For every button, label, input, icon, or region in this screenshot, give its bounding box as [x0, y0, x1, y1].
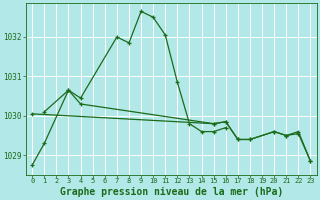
X-axis label: Graphe pression niveau de la mer (hPa): Graphe pression niveau de la mer (hPa) [60, 186, 283, 197]
